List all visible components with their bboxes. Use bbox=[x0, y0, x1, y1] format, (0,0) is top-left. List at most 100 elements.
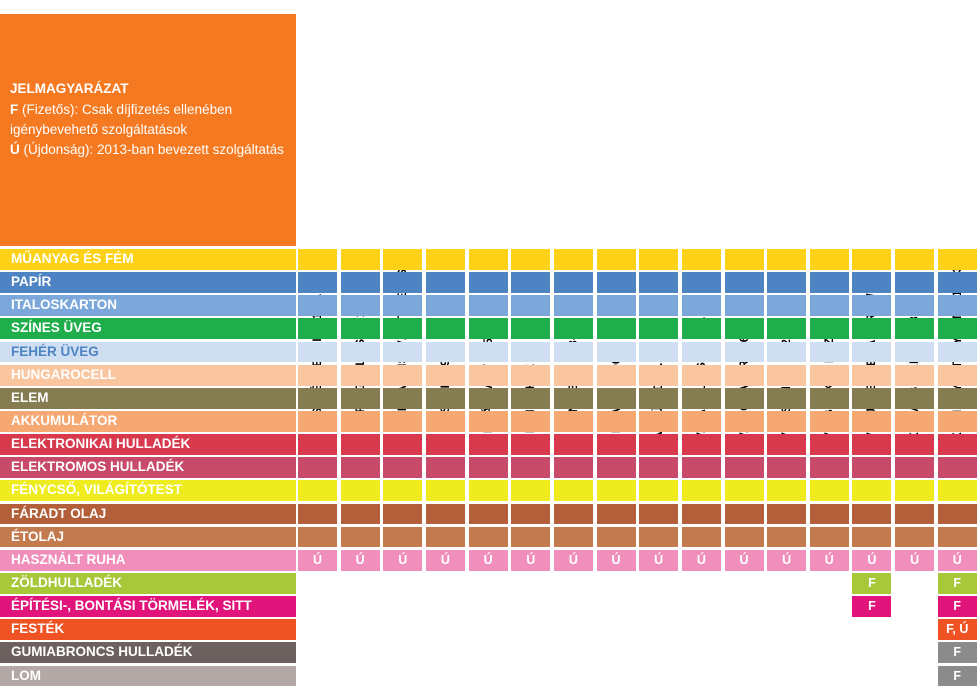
table-cell: Ú bbox=[468, 549, 508, 571]
table-cell bbox=[681, 434, 721, 455]
table-cell: F, Ú bbox=[937, 619, 977, 641]
table-cell bbox=[425, 480, 465, 502]
column-header: XV. ZSÓKAVÁR u. 67. bbox=[725, 0, 757, 448]
table-cell bbox=[639, 295, 679, 317]
table-cell bbox=[681, 272, 721, 293]
table-cell bbox=[383, 410, 423, 432]
table-row: ÉTOLAJ bbox=[0, 526, 980, 548]
table-cell bbox=[511, 272, 551, 293]
table-cell bbox=[852, 457, 892, 479]
table-cell bbox=[895, 503, 935, 525]
table-cell bbox=[511, 480, 551, 502]
row-label: ELEM bbox=[0, 387, 296, 409]
table-cell bbox=[468, 272, 508, 293]
table-cell bbox=[767, 364, 807, 386]
table-cell bbox=[767, 249, 807, 270]
table-cell bbox=[937, 295, 977, 317]
table-cell bbox=[852, 249, 892, 270]
table-cell: F bbox=[852, 596, 892, 617]
table-cell bbox=[852, 503, 892, 525]
table-cell bbox=[852, 341, 892, 363]
table-cell bbox=[511, 341, 551, 363]
table-cell bbox=[681, 526, 721, 548]
table-cell bbox=[383, 341, 423, 363]
table-cell bbox=[596, 272, 636, 293]
table-cell bbox=[724, 434, 764, 455]
table-cell bbox=[298, 295, 337, 317]
table-cell bbox=[767, 318, 807, 340]
row-label: FEHÉR ÜVEG bbox=[0, 341, 296, 363]
table-cell bbox=[425, 318, 465, 340]
table-row: HUNGAROCELL bbox=[0, 364, 980, 386]
table-cell bbox=[340, 318, 380, 340]
table-cell bbox=[298, 249, 337, 270]
table-cell bbox=[895, 480, 935, 502]
table-cell bbox=[724, 364, 764, 386]
table-cell bbox=[639, 526, 679, 548]
table-cell bbox=[340, 480, 380, 502]
table-cell bbox=[468, 364, 508, 386]
table-cell bbox=[724, 410, 764, 432]
table-cell: Ú bbox=[340, 549, 380, 571]
column-header: XXII. NAGYTÉTÉNYI ÚT 341-343. bbox=[938, 0, 970, 448]
table-cell: F bbox=[937, 665, 977, 687]
table-cell bbox=[937, 526, 977, 548]
legend-box: JELMAGYARÁZAT F (Fizetős): Csak díjfizet… bbox=[0, 14, 296, 246]
table-cell bbox=[553, 457, 593, 479]
table-cell bbox=[767, 480, 807, 502]
row-label: GUMIABRONCS HULLADÉK bbox=[0, 642, 296, 664]
table-cell bbox=[425, 295, 465, 317]
table-cell: Ú bbox=[852, 549, 892, 571]
table-cell bbox=[767, 387, 807, 409]
row-label: SZÍNES ÜVEG bbox=[0, 318, 296, 340]
table-row: AKKUMULÁTOR bbox=[0, 410, 980, 432]
table-cell bbox=[809, 364, 849, 386]
table-cell bbox=[724, 387, 764, 409]
table-cell bbox=[383, 249, 423, 270]
table-cell: Ú bbox=[724, 549, 764, 571]
table-cell bbox=[425, 526, 465, 548]
table-cell bbox=[298, 457, 337, 479]
table-cell bbox=[468, 480, 508, 502]
table-cell bbox=[383, 457, 423, 479]
table-cell bbox=[553, 295, 593, 317]
table-cell bbox=[937, 480, 977, 502]
table-cell bbox=[298, 410, 337, 432]
table-cell bbox=[511, 410, 551, 432]
table-cell bbox=[553, 318, 593, 340]
table-cell: Ú bbox=[511, 549, 551, 571]
table-cell bbox=[724, 503, 764, 525]
table-cell bbox=[767, 434, 807, 455]
table-cell: Ú bbox=[596, 549, 636, 571]
table-cell bbox=[383, 434, 423, 455]
table-cell bbox=[383, 526, 423, 548]
column-header: XI. BÁNK BÁN U. 8-10. bbox=[554, 0, 586, 448]
table-cell bbox=[511, 295, 551, 317]
table-cell bbox=[809, 434, 849, 455]
table-cell bbox=[809, 457, 849, 479]
column-header: XVI. CSÖMÖRI U. 2-4. bbox=[767, 0, 799, 448]
row-label: HASZNÁLT RUHA bbox=[0, 549, 296, 571]
column-header: XV. KÁROLYI S. U. 119. bbox=[682, 0, 714, 448]
row-label: FESTÉK bbox=[0, 619, 296, 641]
row-label: ITALOSKARTON bbox=[0, 295, 296, 317]
table-cell bbox=[895, 434, 935, 455]
table-cell bbox=[298, 272, 337, 293]
table-cell bbox=[383, 272, 423, 293]
table-cell bbox=[340, 341, 380, 363]
table-cell bbox=[511, 434, 551, 455]
table-cell bbox=[553, 526, 593, 548]
table-cell: Ú bbox=[767, 549, 807, 571]
table-cell bbox=[724, 526, 764, 548]
table-cell bbox=[639, 457, 679, 479]
table-cell bbox=[724, 318, 764, 340]
table-cell bbox=[895, 457, 935, 479]
table-row: ELEKTRONIKAI HULLADÉK bbox=[0, 434, 980, 455]
row-label: LOM bbox=[0, 665, 296, 687]
table-cell bbox=[937, 318, 977, 340]
table-cell bbox=[809, 272, 849, 293]
table-cell bbox=[809, 503, 849, 525]
table-cell: Ú bbox=[383, 549, 423, 571]
column-header: VIII. SÁRKÁNY U. 5. bbox=[469, 0, 501, 448]
table-cell bbox=[596, 295, 636, 317]
